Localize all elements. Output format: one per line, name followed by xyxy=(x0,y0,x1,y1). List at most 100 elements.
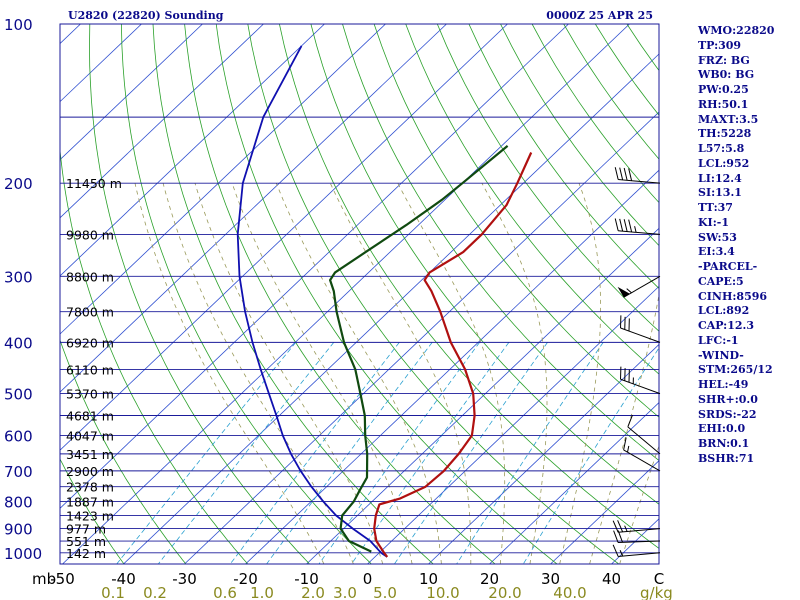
corner-tick-label: C xyxy=(654,570,664,588)
wind-barb-staff xyxy=(618,179,661,184)
wind-barb-staff xyxy=(623,449,661,472)
pressure-label: 100 xyxy=(4,16,33,34)
index-row: BRN:0.1 xyxy=(698,437,750,450)
wind-barb-half-feather xyxy=(634,226,637,233)
index-row: HEL:-49 xyxy=(698,378,749,391)
temperature-trace xyxy=(373,152,533,558)
wind-barb-half-feather xyxy=(619,550,624,557)
mixing-ratio-line xyxy=(266,342,433,564)
isotherm-line xyxy=(184,111,659,564)
dry-adiabat xyxy=(342,24,659,461)
index-row: CINH:8596 xyxy=(698,289,768,303)
wind-barb-half-feather xyxy=(626,288,632,294)
wind-barb-staff xyxy=(618,552,661,557)
wind-barb-staff xyxy=(618,528,661,533)
index-row: SRDS:-22 xyxy=(698,407,757,421)
mixing-ratio-unit: g/kg xyxy=(640,584,673,600)
dry-adiabat xyxy=(373,24,659,418)
wind-barb xyxy=(614,218,661,235)
background-lines xyxy=(0,24,659,564)
index-row: -WIND- xyxy=(698,348,744,362)
isotherm-line xyxy=(60,24,264,219)
isotherm-line xyxy=(60,24,569,509)
index-row: FRZ: BG xyxy=(698,53,750,67)
wind-barb xyxy=(617,275,661,298)
dry-adiabat xyxy=(279,24,659,549)
pressure-label: 300 xyxy=(4,268,33,286)
dry-adiabat xyxy=(184,24,496,564)
moist-adiabat xyxy=(162,183,354,564)
height-label: 1887 m xyxy=(66,495,114,510)
isobars xyxy=(60,23,659,565)
wind-barb-staff xyxy=(627,426,661,455)
wind-barb-staff xyxy=(618,540,661,543)
wind-barb-staff xyxy=(620,378,661,395)
isotherm-line xyxy=(60,24,386,335)
height-label: 4681 m xyxy=(66,409,114,424)
mixing-ratio-label: 0.6 xyxy=(213,584,237,600)
pressure-label: 700 xyxy=(4,463,33,481)
moist-adiabat xyxy=(481,183,548,564)
wind-barb-feather xyxy=(612,520,619,533)
wind-barb xyxy=(620,366,661,395)
isotherm-line xyxy=(550,460,659,564)
height-label: 8800 m xyxy=(66,269,114,284)
index-row: KI:-1 xyxy=(698,215,729,229)
mixing-ratio-line xyxy=(229,342,400,564)
wind-barb-feather xyxy=(619,218,624,232)
isotherm-line xyxy=(60,24,325,277)
height-label: 4047 m xyxy=(66,428,114,443)
mixing-ratio-line xyxy=(456,342,604,564)
temperature-tick-label: -20 xyxy=(233,570,258,588)
wind-barb-staff xyxy=(623,275,661,298)
wind-barb-feather xyxy=(614,167,619,180)
index-row: BSHR:71 xyxy=(698,451,755,465)
isotherm-line xyxy=(489,402,659,564)
mixing-ratio-line xyxy=(157,342,335,564)
wind-barb-feather xyxy=(612,544,619,557)
index-row: WMO:22820 xyxy=(698,24,775,37)
height-label: 5370 m xyxy=(66,387,114,402)
index-row: MAXT:3.5 xyxy=(698,112,759,126)
wind-barb xyxy=(620,315,661,343)
moist-adiabat xyxy=(231,183,413,564)
isotherm-line xyxy=(245,169,659,564)
wind-barb-feather xyxy=(623,219,628,232)
height-label: 3451 m xyxy=(66,447,114,462)
isotherm-line xyxy=(0,24,20,564)
mixing-ratio-label: 0.2 xyxy=(143,584,167,600)
pressure-label: 500 xyxy=(4,386,33,404)
height-label: 7800 m xyxy=(66,305,114,320)
temperature-tick-label: -50 xyxy=(50,570,75,588)
mixing-ratio-label: 10.0 xyxy=(426,584,459,600)
temperature-tick-label: 20 xyxy=(480,570,499,588)
moist-adiabat xyxy=(194,183,384,564)
indices-panel: WMO:22820 TP:309 FRZ: BG WB0: BG PW:0.25 RH:5… xyxy=(698,24,798,467)
dry-adiabat xyxy=(60,338,187,564)
index-row: TH:5228 xyxy=(698,127,752,141)
isotherm-line xyxy=(428,343,659,564)
pressure-label: 200 xyxy=(4,175,33,193)
dry-adiabat xyxy=(247,24,620,564)
wind-barb xyxy=(612,520,661,533)
wind-barb-feather xyxy=(613,530,619,543)
wind-barb-half-feather xyxy=(624,525,628,532)
dry-adiabat xyxy=(310,24,659,505)
moist-adiabat xyxy=(559,183,601,564)
wind-barb-staff xyxy=(620,327,661,343)
temperature-tick-label: -40 xyxy=(111,570,136,588)
parcel-trace xyxy=(236,45,388,558)
dry-adiabat xyxy=(215,24,558,564)
mixing-ratio-label: 5.0 xyxy=(373,584,397,600)
height-label: 142 m xyxy=(66,546,106,561)
mixing-ratio-label: 3.0 xyxy=(333,584,357,600)
height-label: 551 m xyxy=(66,534,106,549)
wind-barbs xyxy=(612,167,661,557)
moist-adiabat xyxy=(397,183,506,564)
temperature-tick-label: -30 xyxy=(172,570,197,588)
plot-frame xyxy=(59,23,660,565)
height-label: 11450 m xyxy=(66,176,122,191)
height-label: 6920 m xyxy=(66,335,114,350)
dry-adiabat xyxy=(405,24,659,375)
